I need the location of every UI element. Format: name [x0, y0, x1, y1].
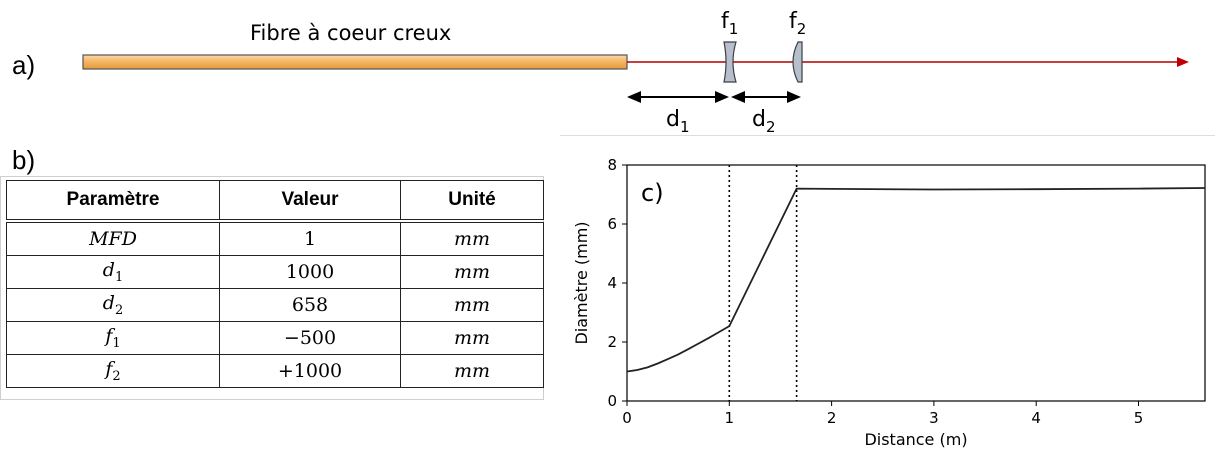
- unit-cell: mm: [400, 255, 544, 289]
- y-tick-label: 2: [607, 333, 617, 351]
- value-cell: 1000: [219, 255, 401, 289]
- table-row: f2 +1000 mm: [6, 354, 544, 388]
- x-tick-label: 4: [1031, 409, 1041, 427]
- lens1-label: f1: [721, 9, 738, 38]
- unit-cell: mm: [400, 220, 544, 256]
- x-tick-label: 0: [622, 409, 632, 427]
- param-cell: f2: [6, 354, 220, 388]
- table-row: d2 658 mm: [6, 288, 544, 322]
- x-tick-label: 1: [725, 409, 735, 427]
- table-row: d1 1000 mm: [6, 255, 544, 289]
- diameter-series-line: [626, 187, 1206, 373]
- unit-cell: mm: [400, 288, 544, 322]
- header-unit: Unité: [400, 180, 544, 223]
- header-value: Valeur: [219, 180, 401, 223]
- x-tick-label: 3: [929, 409, 939, 427]
- beam-arrowhead: [1177, 57, 1189, 67]
- param-cell: d2: [6, 288, 220, 322]
- separator-line: [560, 135, 1215, 136]
- parameter-table: Paramètre Valeur Unité MFD 1 mm d1 1000 …: [6, 180, 544, 388]
- hollow-core-fiber: [82, 54, 628, 70]
- panel-label-b: b): [12, 145, 36, 175]
- x-tick-label: 5: [1134, 409, 1144, 427]
- panel-label-a: a): [12, 50, 36, 80]
- y-tick-label: 4: [607, 274, 617, 292]
- d2-label: d2: [752, 107, 776, 136]
- panel-label-c: c): [641, 179, 664, 207]
- d1-arrow-right: [715, 91, 729, 103]
- unit-cell: mm: [400, 354, 544, 388]
- table-row: f1 −500 mm: [6, 321, 544, 355]
- param-cell: MFD: [6, 220, 220, 256]
- x-axis-label: Distance (m): [864, 430, 967, 449]
- d1-arrow-left: [627, 91, 641, 103]
- unit-cell: mm: [400, 321, 544, 355]
- y-tick-label: 8: [607, 156, 617, 174]
- d1-label: d1: [666, 107, 690, 136]
- table-frame: [0, 176, 544, 400]
- diameter-chart: 0 1 2 3 4 5 0 2 4 6 8 Distance (m) Diamètre (mm) c): [572, 156, 1206, 449]
- y-tick-label: 6: [607, 215, 617, 233]
- param-cell: d1: [6, 255, 220, 289]
- param-cell: f1: [6, 321, 220, 355]
- d2-arrow-right: [787, 91, 801, 103]
- d2-arrow-left: [731, 91, 745, 103]
- optical-schematic: Fibre à coeur creux f1 f2 d1 d2: [82, 9, 1189, 136]
- fiber-label: Fibre à coeur creux: [250, 21, 451, 45]
- table-row: MFD 1 mm: [6, 220, 544, 256]
- value-cell: −500: [219, 321, 401, 355]
- table-header-row: Paramètre Valeur Unité: [6, 180, 544, 223]
- header-parameter: Paramètre: [6, 180, 220, 223]
- value-cell: +1000: [219, 354, 401, 388]
- x-tick-label: 2: [827, 409, 837, 427]
- value-cell: 658: [219, 288, 401, 322]
- lens-f2: [792, 41, 803, 83]
- plot-frame: [626, 164, 1206, 402]
- y-tick-label: 0: [607, 392, 617, 410]
- lens-f1: [723, 41, 737, 83]
- lens2-label: f2: [789, 9, 806, 38]
- value-cell: 1: [219, 220, 401, 256]
- y-axis-label: Diamètre (mm): [572, 221, 591, 344]
